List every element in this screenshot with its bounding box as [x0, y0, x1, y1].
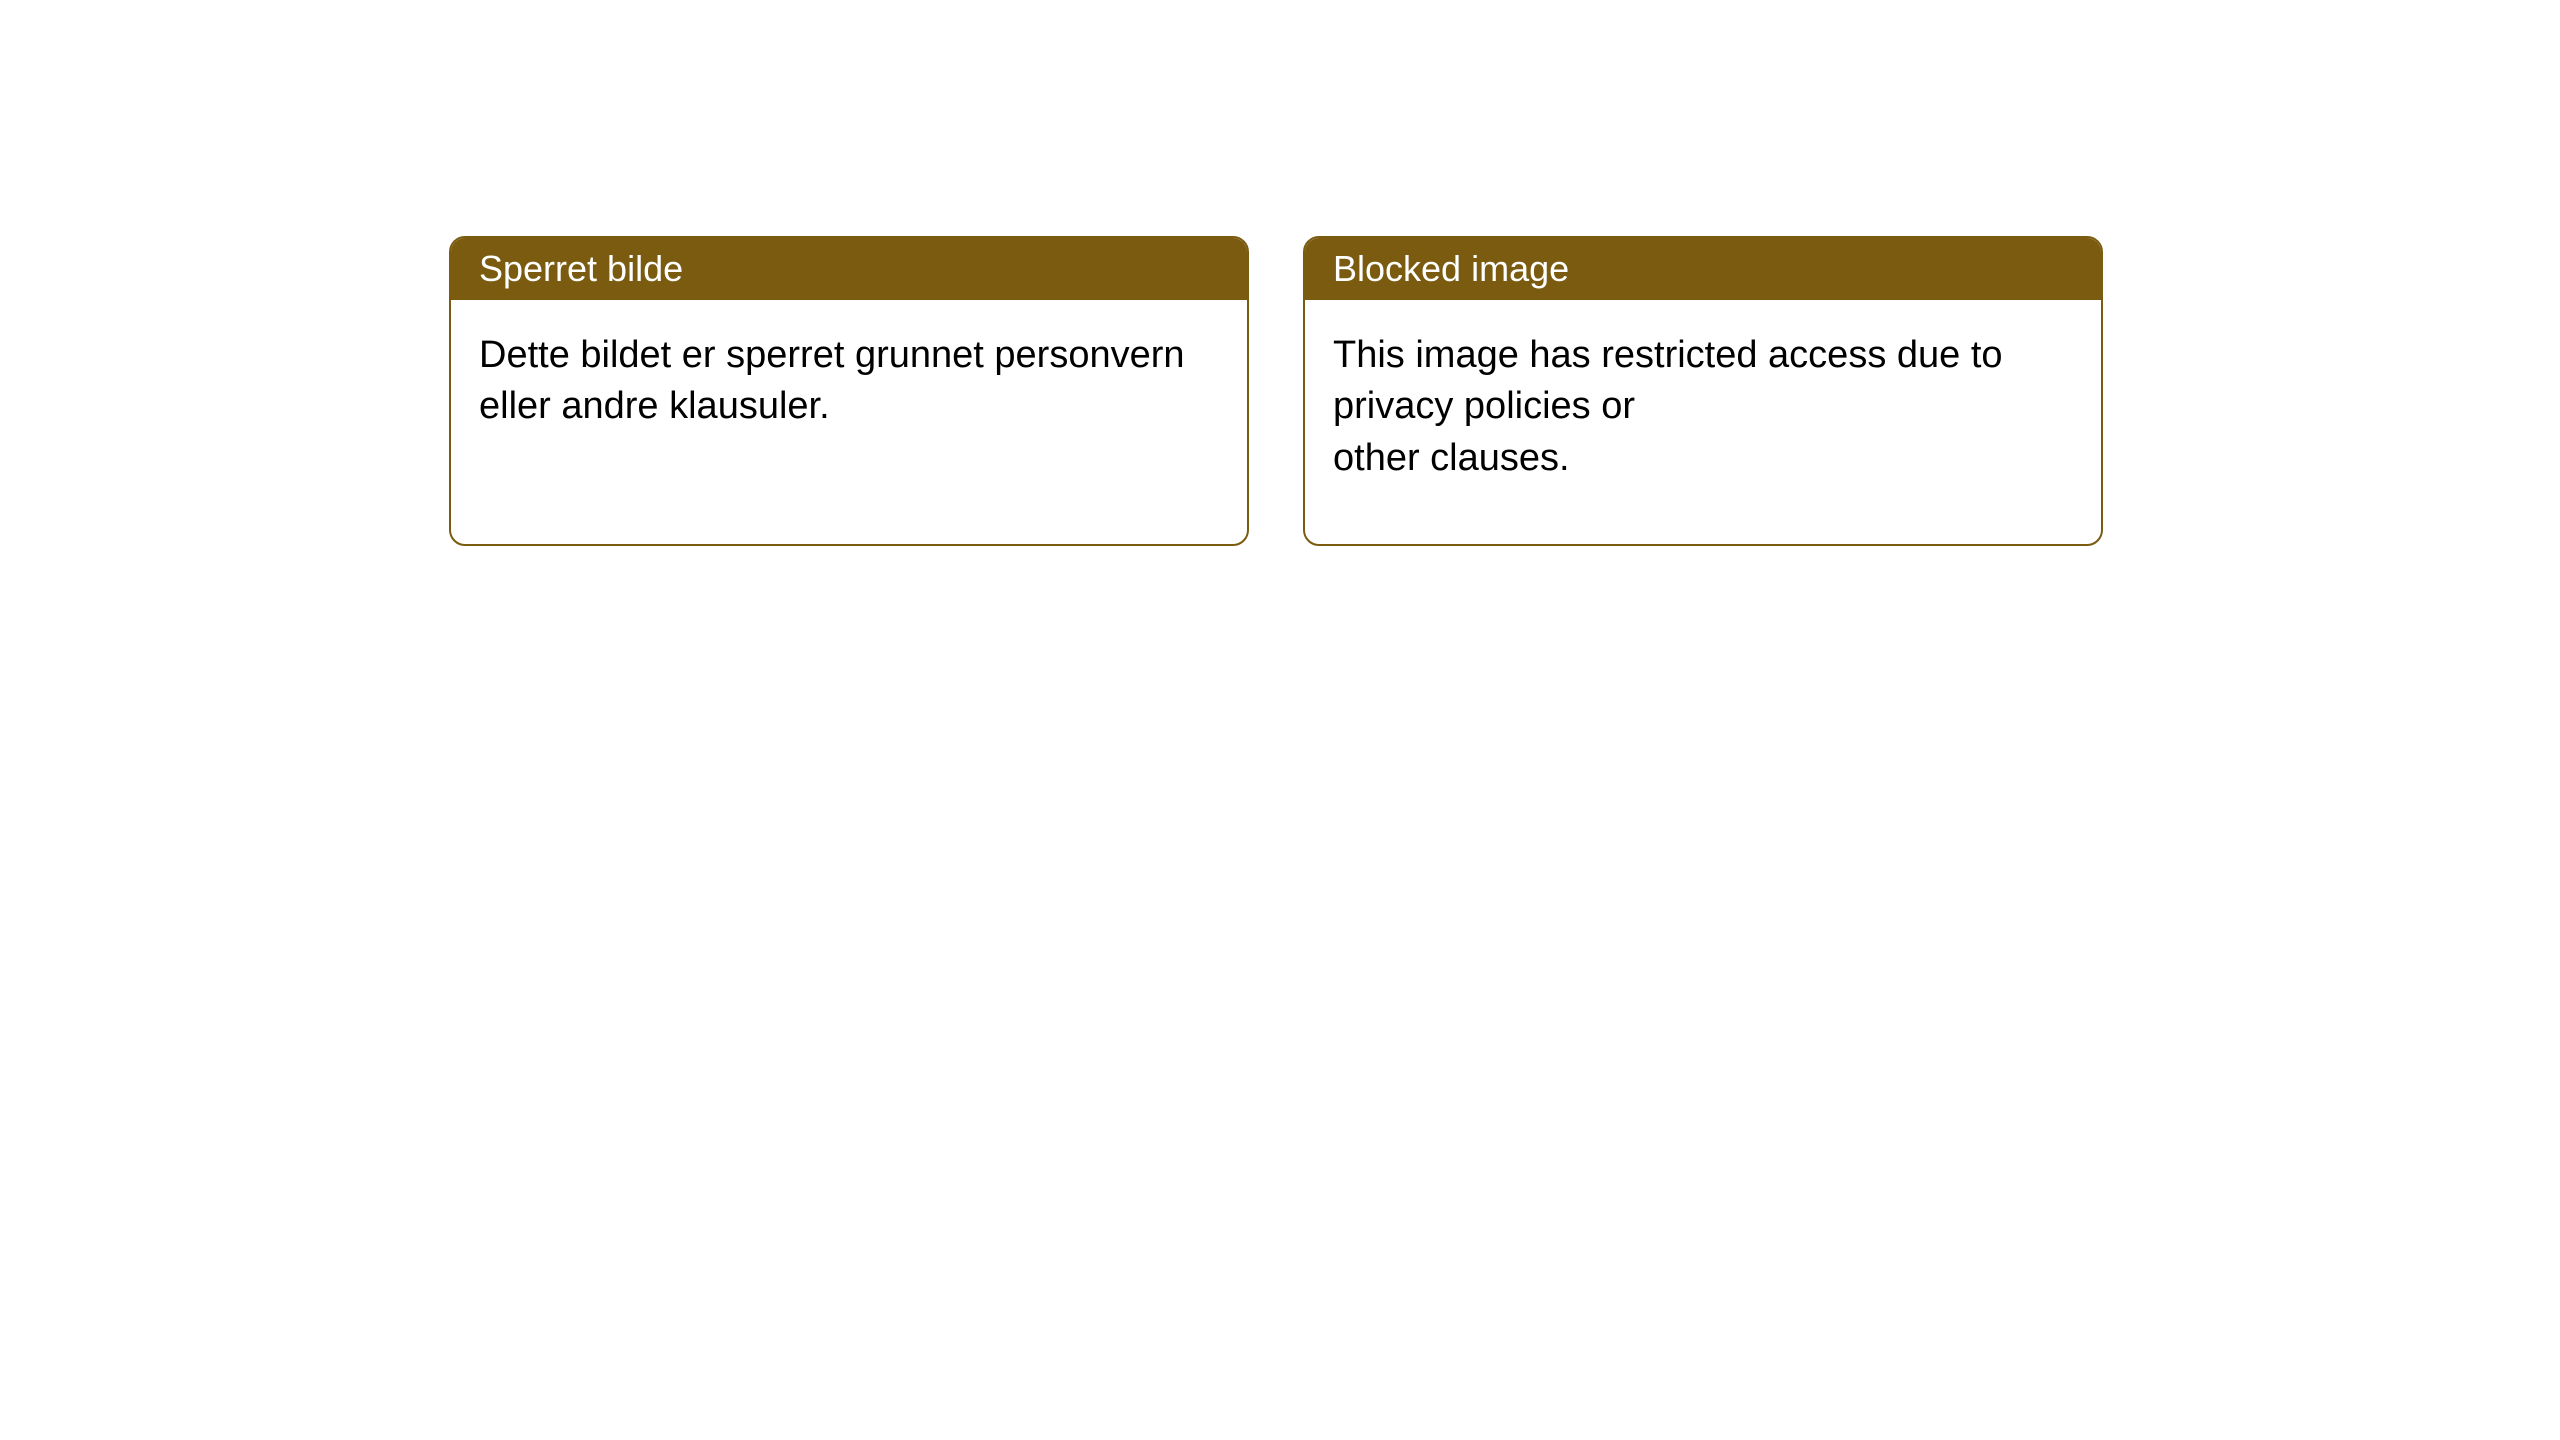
- notice-container: Sperret bilde Dette bildet er sperret gr…: [0, 0, 2560, 546]
- notice-card-en: Blocked image This image has restricted …: [1303, 236, 2103, 546]
- notice-card-no: Sperret bilde Dette bildet er sperret gr…: [449, 236, 1249, 546]
- notice-body-en: This image has restricted access due to …: [1305, 300, 2101, 544]
- notice-title-no: Sperret bilde: [451, 238, 1247, 300]
- notice-title-en: Blocked image: [1305, 238, 2101, 300]
- notice-body-no: Dette bildet er sperret grunnet personve…: [451, 300, 1247, 540]
